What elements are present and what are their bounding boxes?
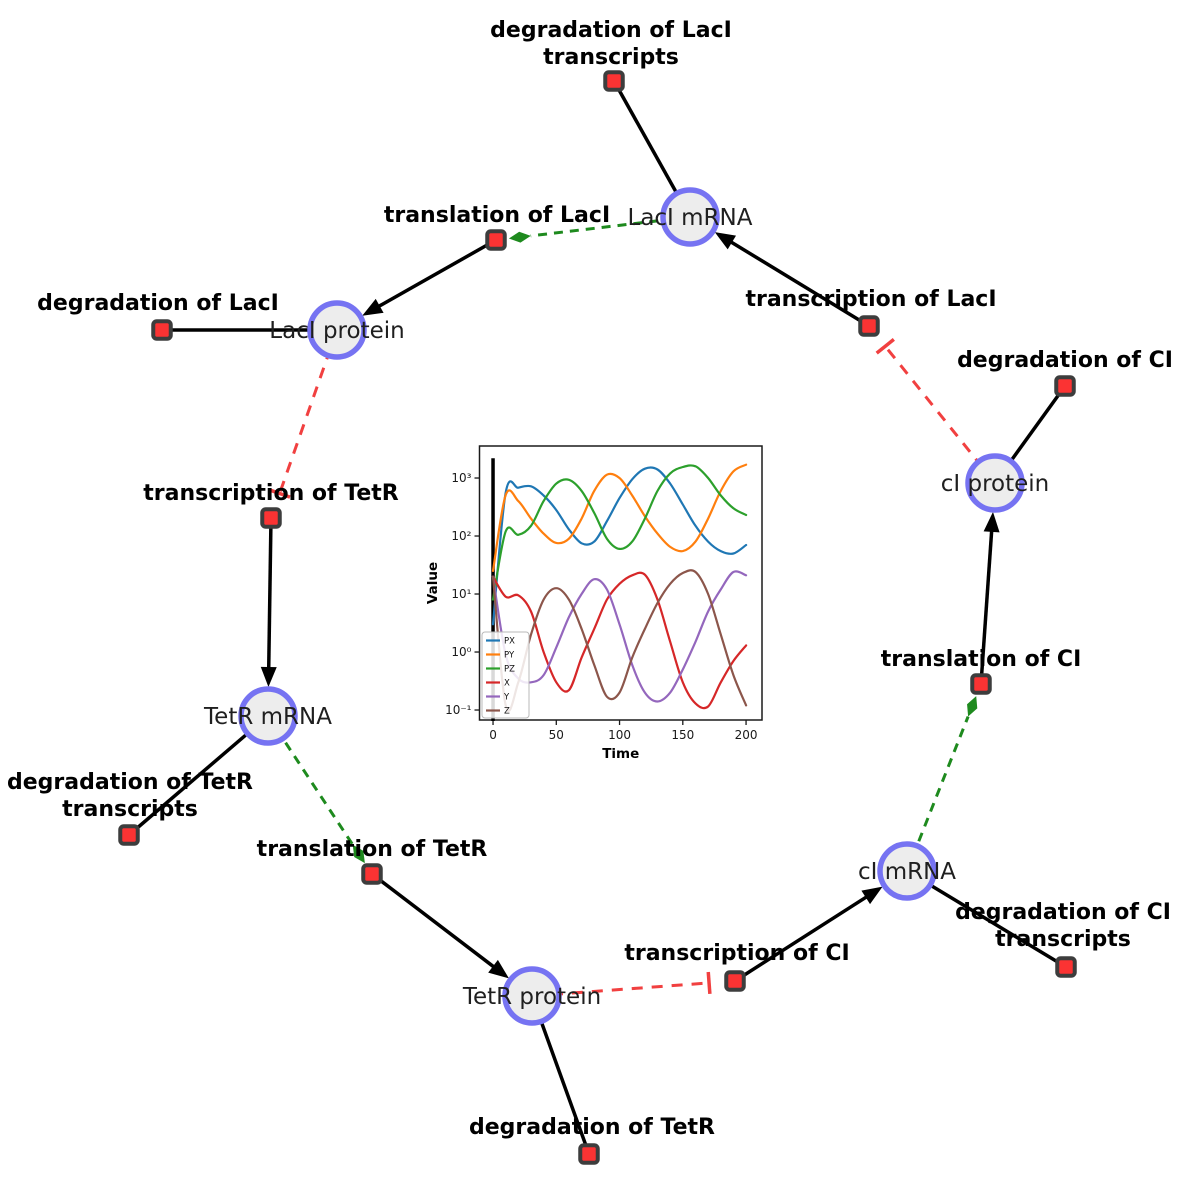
edge-translation-ci-to-ci-protein (979, 511, 1000, 685)
reaction-node-deg-laci-transcripts (603, 70, 625, 92)
reaction-label-translation-ci: translation of CI (881, 647, 1082, 672)
reaction-node-deg-ci (1054, 375, 1076, 397)
inset-chart: 0 50 100 150 20010⁻¹10⁰10¹10²10³TimeValuePXP… (425, 445, 763, 762)
species-node-laci-protein (307, 300, 367, 360)
species-node-ci-mrna (877, 841, 937, 901)
species-label-tetr-mrna: TetR mRNA (203, 704, 332, 730)
y-tick-label: 10¹ (451, 587, 471, 601)
edge-tetr-mrna-to-translation-tetr (266, 715, 365, 864)
y-tick-label: 10⁻¹ (445, 703, 472, 717)
chart-axes-frame (478, 445, 763, 721)
species-node-tetr-mrna (238, 686, 298, 746)
reaction-node-deg-tetr (578, 1143, 600, 1165)
species-label-ci-mrna: cI mRNA (858, 859, 956, 885)
x-axis-title: Time (602, 746, 639, 762)
reaction-label-translation-tetr: translation of TetR (257, 837, 488, 862)
reaction-node-transcription-laci (858, 315, 880, 337)
species-label-tetr-protein: TetR protein (462, 984, 601, 1010)
edge-translation-laci-to-laci-protein (362, 238, 497, 316)
reaction-node-transcription-ci (724, 970, 746, 992)
reaction-label-deg-laci-transcripts: degradation of LacI transcripts (490, 18, 732, 70)
y-axis-title: Value (425, 562, 441, 604)
edge-tetr-mrna-to-deg-tetr-transcripts (127, 714, 270, 837)
edge-transcription-tetr-to-tetr-mrna (260, 517, 277, 688)
reaction-label-deg-ci-transcripts: degradation of CI transcripts (955, 900, 1171, 952)
series-line-PY (491, 463, 748, 572)
reaction-node-translation-laci (485, 229, 507, 251)
legend-label-PZ: PZ (504, 665, 515, 675)
arrowhead-icon (983, 511, 1000, 533)
species-label-laci-mrna: LacI mRNA (628, 205, 753, 231)
edge-ci-mrna-to-translation-ci (905, 696, 978, 872)
legend-label-Y: Y (503, 693, 510, 703)
reaction-node-deg-ci-transcripts (1055, 956, 1077, 978)
modifier-arrowhead-icon (352, 844, 365, 864)
y-tick-label: 10² (451, 529, 471, 543)
legend-label-X: X (504, 679, 510, 689)
arrowhead-icon (488, 959, 509, 979)
species-node-tetr-protein (502, 966, 562, 1026)
modifier-arrowhead-icon (508, 231, 531, 243)
reaction-label-deg-tetr: degradation of TetR (469, 1115, 715, 1140)
nodes-layer (118, 70, 1077, 1165)
reaction-node-deg-laci (151, 319, 173, 341)
series-line-Z (491, 569, 748, 713)
species-node-laci-mrna (660, 187, 720, 247)
legend-label-Z: Z (504, 707, 510, 717)
legend-label-PX: PX (504, 637, 515, 647)
series-line-PZ (491, 464, 748, 601)
reaction-label-deg-ci: degradation of CI (957, 348, 1173, 373)
reaction-label-transcription-laci: transcription of LacI (745, 287, 996, 312)
x-tick-label: 50 (549, 728, 564, 742)
edge-transcription-laci-to-laci-mrna (714, 232, 870, 328)
series-line-Y (491, 570, 748, 703)
reaction-node-translation-ci (970, 673, 992, 695)
x-tick-label: 150 (671, 728, 694, 742)
reaction-label-deg-tetr-transcripts: degradation of TetR transcripts (7, 770, 253, 822)
chart-legend: PX PY PZ XYZ (481, 631, 530, 719)
series-line-PX (491, 466, 748, 626)
inhibition-tee-icon (268, 488, 291, 499)
x-tick-label: 0 (489, 728, 497, 742)
reaction-label-transcription-ci: transcription of CI (624, 941, 849, 966)
species-node-ci-protein (965, 453, 1025, 513)
edge-transcription-ci-to-ci-mrna (734, 886, 883, 983)
species-label-laci-protein: LacI protein (269, 318, 404, 344)
y-tick-label: 10⁰ (451, 645, 471, 659)
edge-ci-mrna-to-deg-ci-transcripts (906, 869, 1067, 969)
arrowhead-icon (260, 666, 277, 688)
edge-translation-tetr-to-tetr-protein (370, 872, 509, 979)
chart-series-layer (491, 463, 748, 713)
labels-layer: degradation of LacI transcripts translatio… (7, 18, 1173, 1140)
reaction-node-deg-tetr-transcripts (118, 824, 140, 846)
edge-laci-mrna-to-translation-laci (508, 215, 691, 243)
reaction-label-transcription-tetr: transcription of TetR (143, 481, 399, 506)
species-label-ci-protein: cI protein (941, 471, 1050, 497)
reaction-node-transcription-tetr (260, 507, 282, 529)
reaction-label-translation-laci: translation of LacI (384, 203, 610, 228)
x-tick-label: 200 (735, 728, 758, 742)
y-tick-label: 10³ (451, 471, 471, 485)
reaction-node-translation-tetr (361, 863, 383, 885)
modifier-arrowhead-icon (967, 696, 978, 717)
arrowhead-icon (714, 232, 737, 250)
inhibition-tee-icon (875, 338, 895, 355)
inhibition-tee-icon (706, 971, 712, 995)
legend-label-PY: PY (504, 651, 515, 661)
arrowhead-icon (362, 298, 384, 316)
chart-axis-ticks: 0 50 100 150 200 10⁻¹ 10⁰ 10¹ 10² 10³ (445, 471, 757, 742)
edge-tetr-protein-to-transcription-ci (531, 971, 712, 998)
x-tick-label: 100 (608, 728, 631, 742)
arrowhead-icon (861, 886, 883, 905)
reaction-label-deg-laci: degradation of LacI (37, 291, 279, 316)
